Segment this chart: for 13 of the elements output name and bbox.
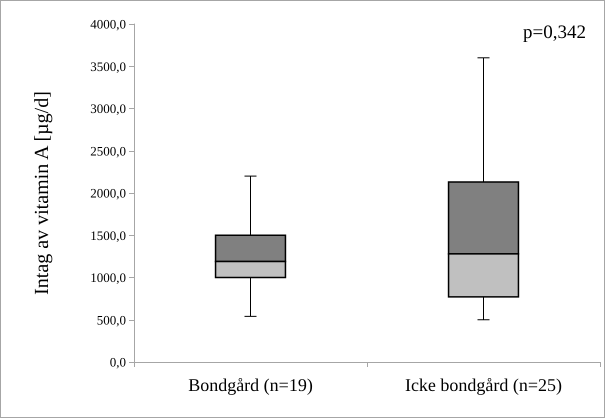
annotation: p=0,342 [523,22,586,43]
y-tick-label: 1500,0 [90,228,126,243]
y-tick-label: 2500,0 [90,143,126,158]
y-tick-label: 0,0 [110,354,126,370]
y-tick-label: 500,0 [96,312,126,328]
y-tick-label: 2000,0 [90,186,126,200]
y-tick-label: 4000,0 [90,16,126,32]
x-tick-label: Icke bondgård (n=25) [404,375,562,395]
y-tick-label: 3000,0 [90,101,126,116]
y-axis-title: Intag av vitamin A [µg/d] [31,91,53,295]
y-tick-label: 1000,0 [90,270,126,285]
y-tick-label: 3500,0 [90,58,126,74]
x-tick-label: Bondgård (n=19) [188,375,313,395]
